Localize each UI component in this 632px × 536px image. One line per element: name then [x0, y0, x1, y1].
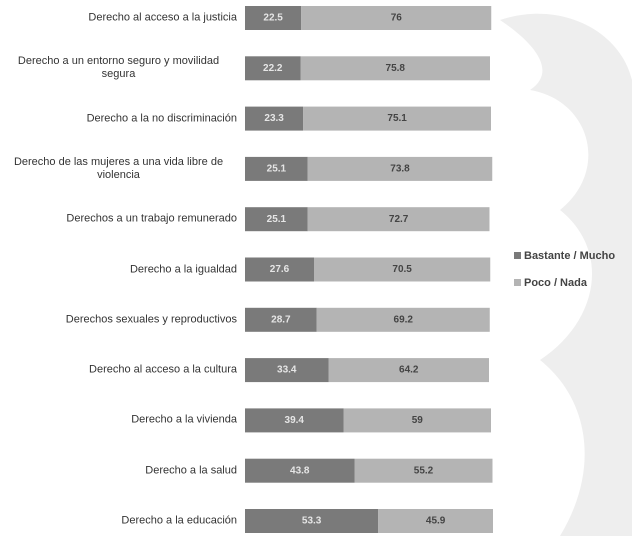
value-label: 45.9	[426, 516, 446, 527]
bar-segment	[245, 408, 344, 433]
category-label: Derecho a la igualdad	[0, 263, 237, 276]
category-text: Derechos a un trabajo remunerado	[66, 212, 237, 225]
category-label: Derecho a un entorno seguro y movilidad …	[0, 55, 237, 81]
legend-entry: Poco / Nada	[514, 277, 587, 289]
category-text: Derecho de las mujeres a una vida libre …	[13, 155, 224, 181]
category-label: Derecho de las mujeres a una vida libre …	[0, 156, 237, 182]
category-text: Derecho a la salud	[145, 464, 237, 477]
value-label: 23.3	[264, 113, 284, 124]
bar-segment	[245, 156, 308, 181]
value-label: 73.8	[390, 164, 410, 175]
value-label: 75.1	[387, 113, 407, 124]
legend-swatch	[514, 252, 521, 259]
bar-segment	[301, 6, 492, 30]
category-text: Derecho a la no discriminación	[86, 112, 237, 125]
bar-segment	[328, 358, 489, 383]
value-label: 75.8	[386, 63, 406, 74]
category-text: Derechos sexuales y reproductivos	[65, 313, 237, 326]
value-label: 27.6	[270, 264, 290, 275]
value-label: 43.8	[290, 465, 310, 476]
bar-segment	[307, 207, 490, 232]
legend-text: Poco / Nada	[524, 277, 587, 289]
category-text: Derecho a la educación	[121, 514, 237, 527]
bar-segment	[245, 458, 355, 483]
bar-segment	[303, 106, 491, 131]
category-text: Derecho al acceso a la cultura	[89, 363, 237, 376]
value-label: 22.2	[263, 63, 283, 74]
value-label: 53.3	[302, 516, 322, 527]
legend-swatch	[514, 279, 521, 286]
category-label: Derecho a la educación	[0, 515, 237, 528]
bar-segment	[307, 156, 493, 181]
value-label: 59	[412, 415, 424, 426]
bar-segment	[354, 458, 493, 483]
bar-segment	[245, 358, 329, 383]
value-label: 39.4	[285, 415, 305, 426]
bar-segment	[300, 56, 490, 81]
value-label: 28.7	[271, 314, 291, 325]
category-label: Derecho al acceso a la cultura	[0, 364, 237, 377]
bar-segment	[378, 509, 493, 533]
bar-segment	[245, 207, 308, 232]
value-label: 22.5	[263, 13, 283, 24]
category-label: Derechos a un trabajo remunerado	[0, 213, 237, 226]
bar-segment	[245, 6, 302, 30]
category-label: Derecho a la vivienda	[0, 414, 237, 427]
legend-text: Bastante / Mucho	[524, 250, 616, 262]
value-label: 25.1	[267, 214, 287, 225]
category-text: Derecho a la vivienda	[131, 413, 237, 426]
bar-segment	[245, 509, 379, 533]
category-label: Derecho a la no discriminación	[0, 112, 237, 125]
bar-segment	[245, 56, 301, 81]
value-label: 69.2	[394, 314, 414, 325]
category-label: Derecho a la salud	[0, 464, 237, 477]
bar-segment	[245, 257, 314, 282]
value-label: 72.7	[389, 214, 409, 225]
value-label: 55.2	[414, 465, 434, 476]
value-label: 76	[391, 13, 403, 24]
value-label: 64.2	[399, 365, 419, 376]
value-label: 25.1	[267, 164, 287, 175]
background-ornament	[500, 13, 632, 536]
category-label: Derecho al acceso a la justicia	[0, 12, 237, 25]
bar-segment	[316, 307, 490, 332]
value-label: 33.4	[277, 365, 297, 376]
category-text: Derecho al acceso a la justicia	[88, 11, 237, 24]
legend-entry: Bastante / Mucho	[514, 250, 615, 262]
bar-segment	[314, 257, 491, 282]
bar-segment	[343, 408, 491, 433]
category-text: Derecho a la igualdad	[129, 263, 237, 275]
bar-segment	[245, 106, 304, 131]
category-label: Derechos sexuales y reproductivos	[0, 313, 237, 326]
category-text: Derecho a un entorno seguro y movilidad …	[17, 55, 220, 81]
value-label: 70.5	[392, 264, 412, 275]
bar-segment	[245, 307, 317, 332]
